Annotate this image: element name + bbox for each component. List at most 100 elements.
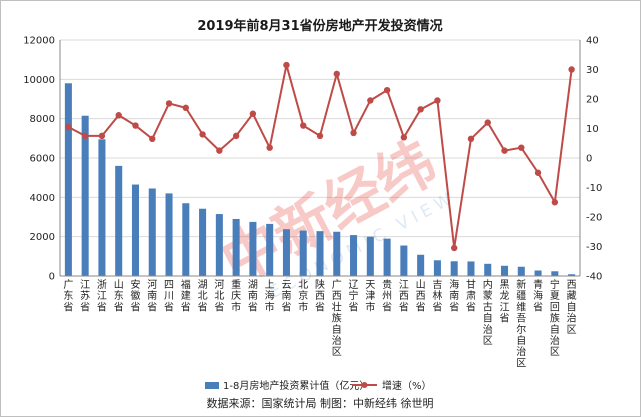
bar — [165, 193, 173, 276]
growth-point — [132, 122, 139, 129]
bar — [215, 214, 223, 276]
bar-series — [64, 83, 576, 277]
bar — [182, 203, 190, 276]
growth-point — [300, 122, 307, 129]
growth-point — [501, 147, 508, 154]
left-axis-tick-label: 4000 — [30, 193, 55, 204]
category-label: 山东省 — [114, 279, 124, 313]
bar — [81, 115, 89, 276]
bar — [333, 231, 341, 276]
legend-bar-swatch — [205, 382, 219, 389]
category-label: 上海市 — [265, 279, 275, 313]
category-label: 广东省 — [63, 279, 73, 313]
right-axis-tick-label: 30 — [586, 65, 599, 76]
growth-point — [568, 66, 575, 73]
right-axis-tick-label: -30 — [586, 242, 602, 253]
bar — [98, 139, 106, 276]
category-label: 宁夏回族自治区 — [550, 278, 560, 358]
growth-point — [249, 110, 257, 117]
category-label: 甘肃省 — [466, 278, 476, 313]
left-axis-tick-label: 8000 — [30, 114, 55, 125]
bar — [517, 266, 525, 276]
bar — [484, 263, 492, 276]
growth-point — [266, 144, 273, 151]
bar — [115, 165, 123, 276]
growth-point — [283, 61, 290, 69]
category-label: 青海省 — [533, 278, 543, 313]
growth-point — [350, 129, 357, 137]
bar — [148, 188, 156, 276]
legend-bar-label: 1-8月房地产投资累计值（亿元） — [223, 379, 369, 392]
growth-point — [316, 132, 324, 140]
category-label: 河北省 — [214, 279, 224, 313]
growth-point — [534, 169, 542, 176]
left-axis-tick-label: 0 — [49, 272, 55, 283]
right-axis-tick-label: 20 — [586, 95, 599, 106]
bar — [232, 218, 240, 276]
axes: 0 2000 4000 6000 8000 10000 12000 -40 -30 -20 -10 0… — [23, 36, 602, 283]
growth-point — [232, 132, 240, 140]
chart-title: 2019年前8月31省份房地产开发投资情况 — [197, 18, 442, 34]
growth-point — [165, 100, 173, 107]
bar — [500, 265, 509, 276]
bar — [249, 221, 257, 276]
right-axis-tick-label: 10 — [586, 124, 599, 135]
growth-point — [199, 131, 206, 138]
category-label: 湖北省 — [198, 279, 208, 313]
growth-point — [333, 70, 340, 78]
left-axis-tick-label: 12000 — [23, 36, 55, 47]
growth-point — [98, 132, 106, 140]
category-label: 陕西省 — [315, 278, 325, 313]
growth-point — [65, 123, 72, 131]
bar — [299, 230, 307, 276]
bar — [534, 270, 542, 276]
category-label: 西藏自治区 — [567, 280, 577, 336]
right-axis-tick-label: 0 — [586, 154, 592, 165]
growth-point — [518, 144, 525, 151]
category-labels: 广东省江苏省浙江省山东省安徽省河南省四川省福建省湖北省河北省重庆市湖南省上海市云… — [63, 278, 576, 369]
category-label: 重庆市 — [231, 278, 241, 313]
right-axis-tick-label: -10 — [586, 183, 602, 194]
line-series — [65, 61, 575, 252]
growth-point — [400, 134, 408, 141]
bar — [383, 238, 391, 276]
category-label: 浙江省 — [97, 279, 107, 313]
right-axis-tick-label: -20 — [586, 213, 602, 224]
bar — [131, 184, 140, 276]
left-axis-tick-label: 6000 — [30, 154, 55, 165]
bar — [266, 223, 274, 276]
bar — [350, 235, 358, 276]
bar — [551, 271, 559, 276]
category-label: 湖南省 — [248, 279, 258, 313]
category-label: 吉林省 — [432, 279, 442, 313]
right-axis-tick-label: -40 — [586, 272, 602, 283]
bar — [417, 254, 425, 276]
category-label: 贵州省 — [382, 278, 392, 313]
bar — [366, 236, 374, 276]
category-label: 四川省 — [164, 280, 174, 313]
bar — [400, 245, 408, 276]
growth-point — [149, 135, 156, 143]
category-label: 内蒙古自治区 — [483, 278, 493, 347]
legend-line-label: 增速（%） — [382, 379, 432, 392]
category-label: 福建省 — [181, 278, 191, 313]
category-label: 辽宁省 — [349, 279, 359, 313]
category-label: 北京市 — [298, 279, 308, 313]
category-label: 河南省 — [147, 279, 157, 313]
growth-point — [182, 104, 190, 112]
growth-point — [367, 97, 374, 104]
category-label: 云南省 — [281, 280, 291, 313]
legend: 1-8月房地产投资累计值（亿元） 增速（%） — [205, 379, 432, 392]
bar — [316, 231, 324, 276]
right-axis-tick-label: 40 — [586, 36, 599, 47]
bar — [282, 229, 290, 276]
category-label: 海南省 — [449, 278, 459, 313]
growth-point — [551, 199, 559, 206]
bar — [64, 83, 72, 277]
bar — [450, 261, 458, 276]
left-axis-tick-label: 10000 — [23, 75, 55, 86]
category-label: 安徽省 — [130, 278, 140, 313]
